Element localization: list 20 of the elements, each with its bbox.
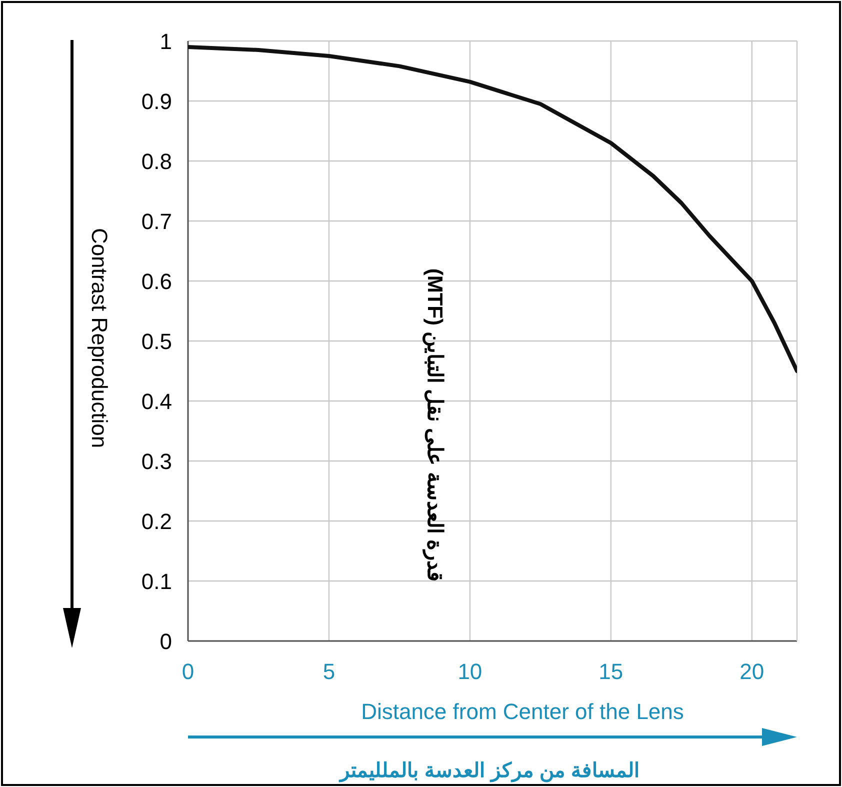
x-tick-label: 15 — [598, 659, 624, 684]
y-tick-label: 0.3 — [141, 449, 172, 474]
x-tick-label: 0 — [182, 659, 194, 684]
annotation: قدرة العدسة على نقل التباين (MTF) — [422, 268, 446, 582]
y-tick-label: 0.4 — [141, 389, 172, 414]
text: المسافة من مركز العدسة بالملليمتر — [338, 760, 640, 783]
y-tick-label: 0.2 — [141, 509, 172, 534]
x-axis-title: Distance from Center of the Lens — [361, 699, 684, 724]
x-tick-label: 10 — [458, 659, 482, 684]
y-tick-label: 0.5 — [141, 329, 172, 354]
x-tick-label: 5 — [322, 659, 336, 684]
y-tick-label: 0.6 — [141, 269, 172, 294]
y-tick-label: 0 — [160, 629, 172, 654]
y-tick-label: 0.9 — [141, 89, 172, 114]
y-tick-label: 0.1 — [141, 569, 172, 594]
y-tick-label: 1 — [160, 29, 172, 54]
y-tick-label: 0.8 — [141, 149, 172, 174]
x-tick-label: 20 — [740, 659, 764, 684]
y-tick-label: 0.7 — [141, 209, 172, 234]
y-axis-title: Contrast Reproduction — [87, 228, 112, 448]
